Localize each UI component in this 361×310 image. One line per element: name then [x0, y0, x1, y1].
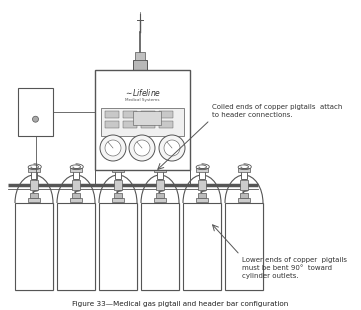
- Bar: [112, 168, 124, 172]
- Bar: [114, 180, 122, 190]
- Bar: [31, 171, 38, 179]
- Bar: [133, 60, 147, 70]
- Bar: [123, 121, 137, 128]
- Bar: [70, 168, 82, 172]
- Bar: [73, 171, 79, 179]
- Bar: [56, 203, 96, 291]
- Circle shape: [100, 135, 126, 161]
- Circle shape: [105, 140, 121, 156]
- Bar: [225, 203, 263, 290]
- Bar: [196, 198, 208, 202]
- Bar: [18, 88, 53, 136]
- Bar: [159, 111, 173, 118]
- Bar: [199, 171, 205, 179]
- Circle shape: [129, 135, 155, 161]
- Bar: [156, 193, 164, 198]
- Bar: [30, 180, 38, 190]
- Bar: [154, 168, 166, 172]
- Ellipse shape: [225, 175, 263, 231]
- Bar: [99, 203, 137, 290]
- Bar: [183, 203, 221, 290]
- Bar: [240, 193, 248, 198]
- Bar: [225, 203, 263, 290]
- Text: Lower ends of copper  pigtails
must be bent 90°  toward
cylinder outlets.: Lower ends of copper pigtails must be be…: [242, 257, 347, 279]
- Text: Medical Systems: Medical Systems: [125, 98, 160, 102]
- Ellipse shape: [183, 175, 221, 231]
- Bar: [141, 203, 179, 290]
- Bar: [135, 52, 145, 60]
- Circle shape: [32, 116, 39, 122]
- Bar: [28, 198, 40, 202]
- Bar: [198, 180, 206, 190]
- Ellipse shape: [15, 175, 53, 231]
- Text: Figure 33—Medical gas pigtail and header bar configuration: Figure 33—Medical gas pigtail and header…: [72, 301, 289, 307]
- Bar: [133, 111, 161, 125]
- Bar: [141, 121, 155, 128]
- Bar: [183, 203, 221, 290]
- Bar: [224, 203, 264, 291]
- Bar: [15, 203, 53, 290]
- Bar: [15, 203, 53, 290]
- Bar: [95, 70, 190, 170]
- Bar: [72, 180, 80, 190]
- Bar: [70, 198, 82, 202]
- Bar: [240, 171, 247, 179]
- Text: Coiled ends of copper pigtails  attach
to header connections.: Coiled ends of copper pigtails attach to…: [212, 104, 342, 118]
- Ellipse shape: [99, 175, 137, 231]
- Bar: [28, 168, 40, 172]
- Bar: [156, 180, 164, 190]
- Bar: [159, 121, 173, 128]
- Circle shape: [164, 140, 180, 156]
- Bar: [196, 168, 208, 172]
- Circle shape: [134, 140, 150, 156]
- Bar: [14, 203, 54, 291]
- Ellipse shape: [57, 175, 95, 231]
- Bar: [105, 111, 119, 118]
- Bar: [105, 121, 119, 128]
- Bar: [141, 203, 179, 290]
- Bar: [30, 193, 38, 198]
- Circle shape: [159, 135, 185, 161]
- Bar: [112, 198, 124, 202]
- Bar: [140, 203, 180, 291]
- Bar: [99, 203, 137, 290]
- Ellipse shape: [141, 175, 179, 231]
- Bar: [238, 168, 250, 172]
- Bar: [101, 108, 184, 136]
- Bar: [72, 193, 80, 198]
- Bar: [238, 198, 250, 202]
- Bar: [114, 193, 122, 198]
- Bar: [123, 111, 137, 118]
- Bar: [182, 203, 222, 291]
- Bar: [154, 198, 166, 202]
- Bar: [98, 203, 138, 291]
- Bar: [57, 203, 95, 290]
- Text: $\sim\!\mathit{Lifeline}$: $\sim\!\mathit{Lifeline}$: [124, 86, 161, 98]
- Bar: [141, 111, 155, 118]
- Bar: [157, 171, 164, 179]
- Bar: [114, 171, 121, 179]
- Bar: [57, 203, 95, 290]
- Bar: [240, 180, 248, 190]
- Bar: [198, 193, 206, 198]
